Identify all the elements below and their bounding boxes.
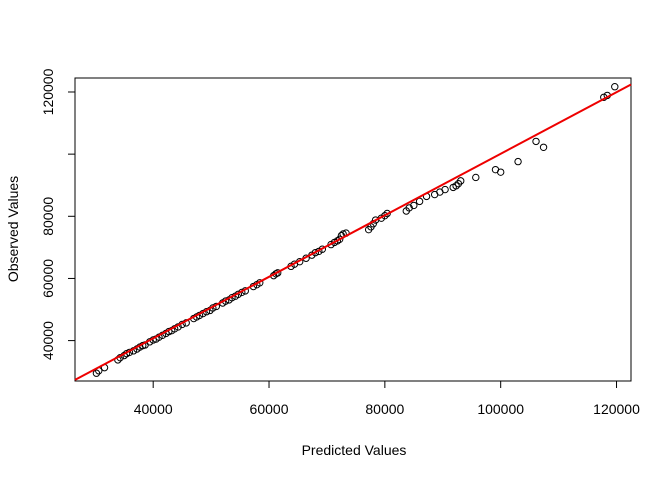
y-tick-label: 40000	[40, 321, 56, 360]
data-point	[514, 157, 522, 166]
data-point	[539, 143, 548, 152]
data-point	[472, 173, 480, 182]
x-tick-label: 60000	[250, 401, 289, 417]
x-tick-label: 80000	[365, 401, 404, 417]
x-tick-label: 120000	[593, 401, 640, 417]
data-point	[335, 235, 344, 243]
data-point	[410, 201, 418, 210]
data-point	[311, 248, 320, 257]
data-point	[441, 185, 449, 194]
fit-line	[74, 83, 632, 381]
data-point	[381, 211, 389, 220]
y-tick-label: 120000	[40, 68, 56, 115]
y-axis-title: Observed Values	[5, 176, 21, 282]
data-point	[611, 83, 619, 91]
data-point	[452, 182, 460, 190]
y-axis: 40000 60000 80000 120000	[40, 68, 76, 360]
x-axis-title: Predicted Values	[302, 442, 407, 458]
x-tick-label: 100000	[477, 401, 524, 417]
data-point	[496, 168, 505, 176]
x-axis: 40000 60000 80000 100000 120000	[134, 380, 640, 417]
data-point	[532, 137, 540, 146]
data-point	[457, 177, 465, 185]
x-tick-label: 40000	[134, 401, 173, 417]
y-tick-label: 80000	[40, 197, 56, 236]
data-point	[415, 197, 424, 206]
data-point	[92, 369, 101, 377]
data-point	[333, 237, 342, 245]
y-tick-label: 60000	[40, 259, 56, 298]
